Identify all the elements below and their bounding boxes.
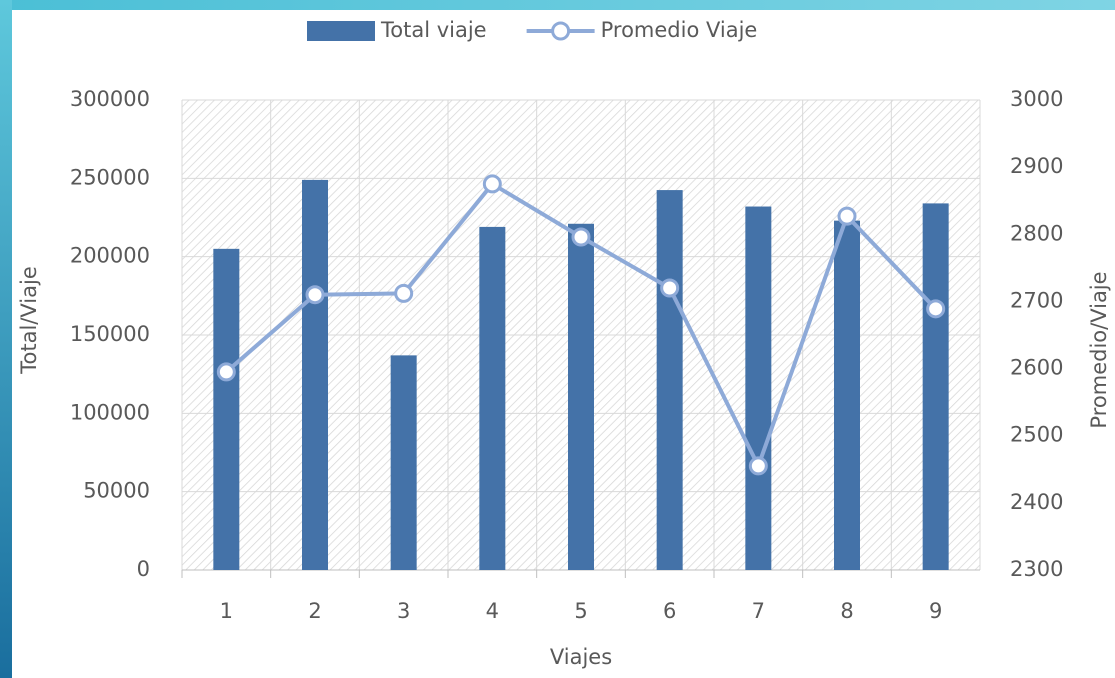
y-tick-label: 250000 (70, 165, 150, 189)
legend-label: Promedio Viaje (601, 18, 758, 42)
bar (745, 206, 772, 571)
line-marker (216, 362, 236, 382)
line-marker (926, 299, 946, 319)
y-tick-label: 100000 (70, 400, 150, 424)
y-tick-label: 200000 (70, 244, 150, 268)
y2-tick-label: 2700 (1010, 288, 1063, 312)
x-tick-label: 7 (752, 599, 765, 623)
legend-swatch (307, 21, 375, 41)
bar (213, 248, 240, 571)
line-marker (660, 278, 680, 298)
y-tick-label: 0 (137, 557, 150, 581)
x-tick-label: 2 (308, 599, 321, 623)
y2-tick-label: 2300 (1010, 557, 1063, 581)
y2-tick-label: 2500 (1010, 423, 1063, 447)
bar (834, 220, 860, 570)
legend-label: Total viaje (380, 18, 487, 42)
x-tick-label: 8 (840, 599, 853, 623)
line-marker (837, 206, 857, 226)
x-tick-label: 1 (220, 599, 233, 623)
x-tick-label: 4 (486, 599, 499, 623)
x-tick-label: 5 (574, 599, 587, 623)
line-marker (305, 285, 325, 305)
frame-left (0, 0, 12, 678)
y2-tick-label: 2400 (1010, 490, 1063, 514)
bar (479, 226, 506, 570)
bar (922, 203, 949, 570)
bar (302, 179, 328, 570)
y2-tick-label: 2900 (1010, 154, 1063, 178)
bar (568, 223, 594, 570)
x-axis-title: Viajes (550, 645, 612, 669)
y-tick-label: 50000 (83, 479, 150, 503)
y2-tick-label: 3000 (1010, 87, 1063, 111)
x-tick-label: 9 (929, 599, 942, 623)
bar (390, 355, 417, 570)
y2-tick-label: 2800 (1010, 221, 1063, 245)
line-marker (571, 227, 591, 247)
line-marker (394, 283, 414, 303)
frame-top (0, 0, 1115, 10)
legend-swatch-marker (551, 21, 571, 41)
bar (656, 190, 683, 571)
y2-axis-title: Promedio/Viaje (1087, 271, 1111, 428)
line-marker (748, 456, 768, 476)
x-tick-label: 6 (663, 599, 676, 623)
line-marker (482, 174, 502, 194)
y-axis-title: Total/Viaje (17, 266, 41, 374)
y-tick-label: 150000 (70, 322, 150, 346)
x-tick-label: 3 (397, 599, 410, 623)
y2-tick-label: 2600 (1010, 356, 1063, 380)
y-tick-label: 300000 (70, 87, 150, 111)
